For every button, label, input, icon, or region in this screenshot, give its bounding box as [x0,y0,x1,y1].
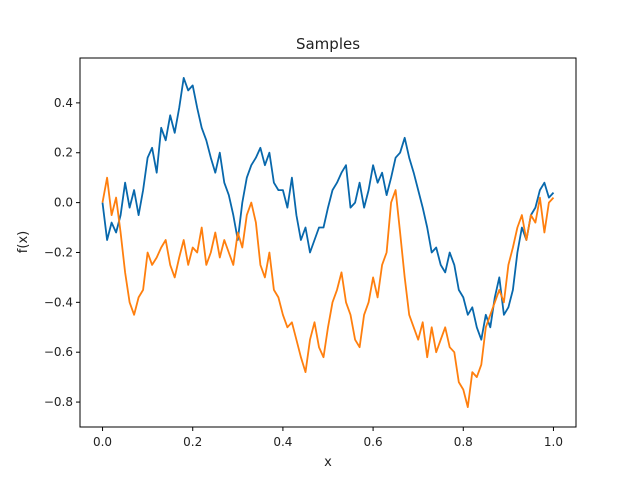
series-layer [101,77,555,409]
x-tick-label: 0.4 [273,435,292,449]
y-tick-label: 0.2 [54,146,73,160]
y-tick-label: −0.8 [44,395,73,409]
y-tick-label: 0.0 [54,196,73,210]
x-axis-title: x [324,455,332,470]
x-tick-label: 0.6 [364,435,383,449]
y-tick-label: 0.4 [54,96,73,110]
series-line-1 [101,77,555,341]
y-tick-label: −0.4 [44,295,73,309]
series-line-2 [101,176,555,409]
x-tick-label: 0.8 [454,435,473,449]
plot-background [80,58,576,427]
x-tick-label: 0.2 [183,435,202,449]
x-axis: 0.0 0.2 0.4 0.6 0.8 1.0 [93,427,563,449]
y-axis-title: f(x) [16,231,31,253]
y-tick-label: −0.2 [44,245,73,259]
y-tick-label: −0.6 [44,345,73,359]
plot-frame [79,57,577,428]
chart-title: Samples [296,35,360,53]
y-axis: −0.8 −0.6 −0.4 −0.2 0.0 0.2 0.4 [44,96,80,409]
x-tick-label: 0.0 [93,435,112,449]
x-tick-label: 1.0 [544,435,563,449]
